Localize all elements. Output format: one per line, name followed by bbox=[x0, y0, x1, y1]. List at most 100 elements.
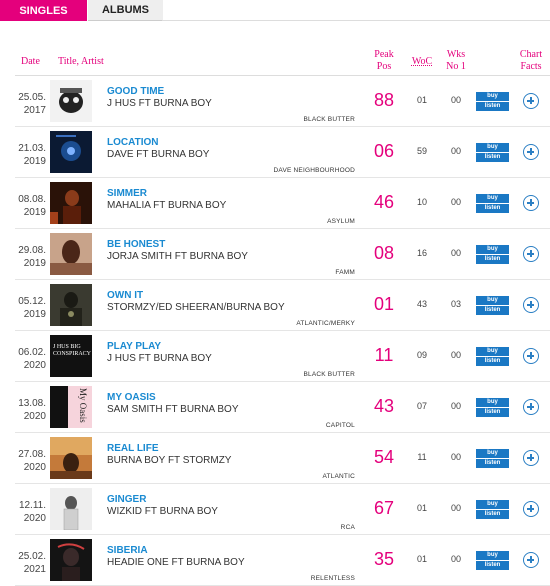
weeks-at-no1: 00 bbox=[450, 248, 461, 258]
artist-name: STORMZY/ED SHEERAN/BURNA BOY bbox=[107, 302, 285, 313]
buy-button[interactable]: buy bbox=[476, 92, 509, 101]
record-label: DAVE NEIGHBOURHOOD bbox=[273, 167, 355, 174]
song-title-link[interactable]: SIBERIA bbox=[107, 545, 148, 556]
buy-button[interactable]: buy bbox=[476, 296, 509, 305]
song-title-link[interactable]: PLAY PLAY bbox=[107, 341, 162, 352]
weeks-on-chart: 43 bbox=[416, 299, 427, 309]
album-art[interactable] bbox=[50, 284, 92, 326]
header-woc[interactable]: WoC bbox=[411, 56, 433, 67]
artist-name: J HUS FT BURNA BOY bbox=[107, 98, 212, 109]
table-row: 29.08. 2019 BE HONEST JORJA SMITH FT BURNA … bbox=[0, 229, 550, 280]
release-date-year: 2021 bbox=[23, 564, 46, 575]
tab-singles[interactable]: SINGLES bbox=[0, 0, 87, 21]
chart-facts-plus-icon[interactable] bbox=[523, 501, 539, 517]
chart-facts-plus-icon[interactable] bbox=[523, 93, 539, 109]
buy-button[interactable]: buy bbox=[476, 194, 509, 203]
artist-name: BURNA BOY FT STORMZY bbox=[107, 455, 232, 466]
artist-name: J HUS FT BURNA BOY bbox=[107, 353, 212, 364]
release-date-day: 13.08. bbox=[18, 398, 46, 409]
weeks-on-chart: 01 bbox=[416, 503, 427, 513]
weeks-on-chart: 01 bbox=[416, 554, 427, 564]
buy-listen-group: buy listen bbox=[476, 398, 509, 418]
weeks-on-chart: 09 bbox=[416, 350, 427, 360]
artist-name: SAM SMITH FT BURNA BOY bbox=[107, 404, 239, 415]
listen-button[interactable]: listen bbox=[476, 408, 509, 417]
listen-button[interactable]: listen bbox=[476, 204, 509, 213]
song-title-link[interactable]: MY OASIS bbox=[107, 392, 156, 403]
table-row: 05.12. 2019 OWN IT STORMZY/ED SHEERAN/BURNA… bbox=[0, 280, 550, 331]
listen-button[interactable]: listen bbox=[476, 459, 509, 468]
song-title-link[interactable]: BE HONEST bbox=[107, 239, 166, 250]
header-peak-pos: Peak Pos bbox=[364, 49, 404, 73]
row-divider bbox=[15, 279, 550, 280]
album-art[interactable] bbox=[50, 488, 92, 530]
buy-button[interactable]: buy bbox=[476, 347, 509, 356]
listen-button[interactable]: listen bbox=[476, 306, 509, 315]
song-title-link[interactable]: GOOD TIME bbox=[107, 86, 165, 97]
tab-albums[interactable]: ALBUMS bbox=[88, 0, 163, 21]
song-title-link[interactable]: OWN IT bbox=[107, 290, 144, 301]
buy-button[interactable]: buy bbox=[476, 143, 509, 152]
buy-listen-group: buy listen bbox=[476, 551, 509, 571]
buy-listen-group: buy listen bbox=[476, 500, 509, 520]
listen-button[interactable]: listen bbox=[476, 153, 509, 162]
album-art[interactable] bbox=[50, 437, 92, 479]
buy-button[interactable]: buy bbox=[476, 449, 509, 458]
record-label: ATLANTIC/MERKY bbox=[296, 320, 355, 327]
album-art[interactable] bbox=[50, 131, 92, 173]
release-date: 27.08. 2020 bbox=[12, 448, 46, 474]
song-title-link[interactable]: LOCATION bbox=[107, 137, 159, 148]
peak-position: 06 bbox=[373, 141, 395, 161]
chart-facts-plus-icon[interactable] bbox=[523, 552, 539, 568]
release-date-day: 27.08. bbox=[18, 449, 46, 460]
listen-button[interactable]: listen bbox=[476, 561, 509, 570]
header-date: Date bbox=[21, 56, 40, 67]
buy-button[interactable]: buy bbox=[476, 551, 509, 560]
album-art[interactable] bbox=[50, 539, 92, 581]
chart-facts-plus-icon[interactable] bbox=[523, 399, 539, 415]
chart-facts-plus-icon[interactable] bbox=[523, 246, 539, 262]
release-date: 29.08. 2019 bbox=[12, 244, 46, 270]
listen-button[interactable]: listen bbox=[476, 102, 509, 111]
weeks-at-no1: 00 bbox=[450, 554, 461, 564]
header-facts-line2: Facts bbox=[520, 61, 542, 72]
weeks-on-chart: 07 bbox=[416, 401, 427, 411]
release-date: 25.02. 2021 bbox=[12, 550, 46, 576]
buy-button[interactable]: buy bbox=[476, 245, 509, 254]
chart-facts-plus-icon[interactable] bbox=[523, 348, 539, 364]
listen-button[interactable]: listen bbox=[476, 510, 509, 519]
record-label: ATLANTIC bbox=[322, 473, 355, 480]
song-title-link[interactable]: SIMMER bbox=[107, 188, 147, 199]
album-art[interactable] bbox=[50, 182, 92, 224]
weeks-on-chart: 59 bbox=[416, 146, 427, 156]
song-title-link[interactable]: GINGER bbox=[107, 494, 147, 505]
chart-facts-plus-icon[interactable] bbox=[523, 450, 539, 466]
header-wks-no1: Wks No 1 bbox=[437, 49, 475, 73]
row-divider bbox=[15, 177, 550, 178]
listen-button[interactable]: listen bbox=[476, 357, 509, 366]
chart-facts-plus-icon[interactable] bbox=[523, 297, 539, 313]
artist-name: WIZKID FT BURNA BOY bbox=[107, 506, 218, 517]
listen-button[interactable]: listen bbox=[476, 255, 509, 264]
chart-facts-plus-icon[interactable] bbox=[523, 144, 539, 160]
weeks-at-no1: 00 bbox=[450, 401, 461, 411]
album-art[interactable] bbox=[50, 233, 92, 275]
peak-position: 46 bbox=[373, 192, 395, 212]
release-date: 12.11. 2020 bbox=[12, 499, 46, 525]
row-divider bbox=[15, 126, 550, 127]
chart-tabs: SINGLES ALBUMS bbox=[0, 0, 550, 21]
release-date-year: 2020 bbox=[23, 360, 46, 371]
buy-button[interactable]: buy bbox=[476, 500, 509, 509]
song-title-link[interactable]: REAL LIFE bbox=[107, 443, 159, 454]
table-row: 08.08. 2019 SIMMER MAHALIA FT BURNA BOY ASYL… bbox=[0, 178, 550, 229]
album-art[interactable]: J HUS BIG CONSPIRACY bbox=[50, 335, 92, 377]
release-date-year: 2019 bbox=[23, 309, 46, 320]
buy-button[interactable]: buy bbox=[476, 398, 509, 407]
release-date-day: 25.02. bbox=[18, 551, 46, 562]
weeks-at-no1: 00 bbox=[450, 452, 461, 462]
buy-listen-group: buy listen bbox=[476, 347, 509, 367]
album-art[interactable] bbox=[50, 80, 92, 122]
chart-facts-plus-icon[interactable] bbox=[523, 195, 539, 211]
table-row: 21.03. 2019 LOCATION DAVE FT BURNA BOY DAVE … bbox=[0, 127, 550, 178]
album-art[interactable]: My Oasis bbox=[50, 386, 92, 428]
